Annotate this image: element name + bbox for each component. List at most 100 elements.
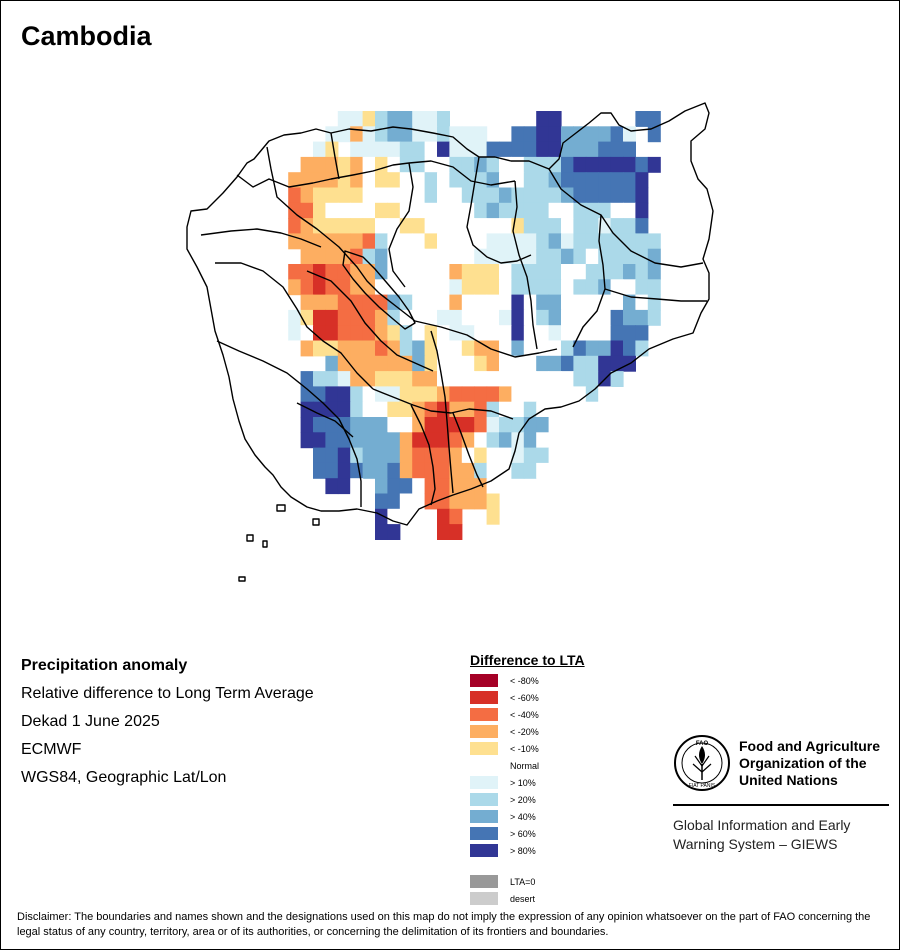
grid-cell xyxy=(536,386,550,403)
grid-cell xyxy=(399,493,413,510)
grid-cell xyxy=(598,309,612,326)
grid-cell xyxy=(437,172,450,189)
grid-cell xyxy=(523,371,537,387)
grid-cell xyxy=(350,187,364,204)
grid-cell xyxy=(474,493,488,510)
grid-cell xyxy=(350,432,364,449)
grid-cell xyxy=(313,309,326,326)
grid-cell xyxy=(362,279,376,296)
grid-cell xyxy=(548,371,562,387)
legend-swatch xyxy=(470,725,498,738)
grid-cell xyxy=(474,126,488,143)
grid-cell xyxy=(461,309,475,326)
grid-cell xyxy=(561,218,574,234)
grid-cell xyxy=(598,264,612,280)
grid-cell xyxy=(362,432,376,449)
grid-cell xyxy=(598,141,612,158)
grid-cell xyxy=(362,309,376,326)
grid-cell xyxy=(313,279,326,296)
country-outline xyxy=(186,102,714,526)
grid-cell xyxy=(362,264,376,280)
grid-cell xyxy=(399,111,413,127)
grid-cell xyxy=(424,371,438,387)
grid-cell xyxy=(523,141,537,158)
legend-label: LTA=0 xyxy=(510,876,536,887)
grid-cell xyxy=(623,248,636,265)
grid-cell xyxy=(523,187,537,204)
grid-cell xyxy=(486,309,500,326)
grid-cell xyxy=(523,218,537,234)
grid-cell xyxy=(412,172,426,189)
grid-cell xyxy=(635,233,649,250)
river xyxy=(430,330,454,494)
legend-swatch xyxy=(470,827,498,840)
grid-cell xyxy=(486,371,500,387)
grid-cell xyxy=(561,248,574,265)
grid-cell xyxy=(437,248,450,265)
grid-cell xyxy=(437,111,450,127)
legend-row: desert xyxy=(470,890,620,907)
grid-cell xyxy=(598,340,612,357)
grid-cell xyxy=(461,202,475,219)
grid-cell xyxy=(635,111,649,127)
grid-cell xyxy=(511,325,525,342)
grid-cell xyxy=(486,325,500,342)
fao-org-line-2: Organization of the xyxy=(739,754,867,771)
grid-cell xyxy=(573,294,587,311)
grid-cell xyxy=(548,309,562,326)
province-boundary xyxy=(200,228,322,248)
grid-cell xyxy=(362,371,376,387)
grid-cell xyxy=(449,141,463,158)
grid-cell xyxy=(313,417,326,433)
grid-cell xyxy=(536,340,550,357)
grid-cell xyxy=(573,279,587,296)
grid-cell xyxy=(288,325,302,342)
grid-cell xyxy=(412,371,426,387)
fao-branding: FAO FIAT PANIS Food and Agriculture Orga… xyxy=(673,734,889,854)
grid-cell xyxy=(474,371,488,387)
grid-cell xyxy=(461,386,475,403)
grid-cell xyxy=(325,386,339,403)
grid-cell xyxy=(548,156,562,173)
grid-cell xyxy=(437,294,450,311)
grid-cell xyxy=(375,524,388,540)
grid-cell xyxy=(325,340,339,357)
grid-cell xyxy=(350,478,364,495)
grid-cell xyxy=(449,279,463,296)
grid-cell xyxy=(499,355,512,372)
grid-cell xyxy=(499,309,512,326)
grid-cell xyxy=(399,172,413,189)
grid-cell xyxy=(499,233,512,250)
grid-cell xyxy=(523,340,537,357)
grid-cell xyxy=(511,401,525,418)
grid-cell xyxy=(573,202,587,219)
grid-cell xyxy=(313,218,326,234)
grid-cell xyxy=(548,233,562,250)
grid-cell xyxy=(449,432,463,449)
grid-cell xyxy=(610,202,624,219)
grid-cell xyxy=(474,355,488,372)
fao-logo-letters: FAO xyxy=(696,741,709,747)
grid-cell xyxy=(536,202,550,219)
grid-cell xyxy=(461,355,475,372)
grid-cell xyxy=(585,126,599,143)
grid-cell xyxy=(585,401,599,418)
grid-cell xyxy=(412,340,426,357)
grid-cell xyxy=(362,111,376,127)
grid-cell xyxy=(300,340,314,357)
grid-cell xyxy=(325,309,339,326)
grid-cell xyxy=(437,202,450,219)
grid-cell xyxy=(412,126,426,143)
grid-cell xyxy=(461,126,475,143)
grid-cell xyxy=(387,371,401,387)
grid-cell xyxy=(499,202,512,219)
grid-cell xyxy=(350,401,364,418)
grid-cell xyxy=(337,309,351,326)
grid-cell xyxy=(623,202,636,219)
grid-cell xyxy=(499,172,512,189)
grid-cell xyxy=(635,156,649,173)
grid-cell xyxy=(573,156,587,173)
grid-cell xyxy=(362,202,376,219)
grid-cell xyxy=(387,478,401,495)
grid-cell xyxy=(573,126,587,143)
